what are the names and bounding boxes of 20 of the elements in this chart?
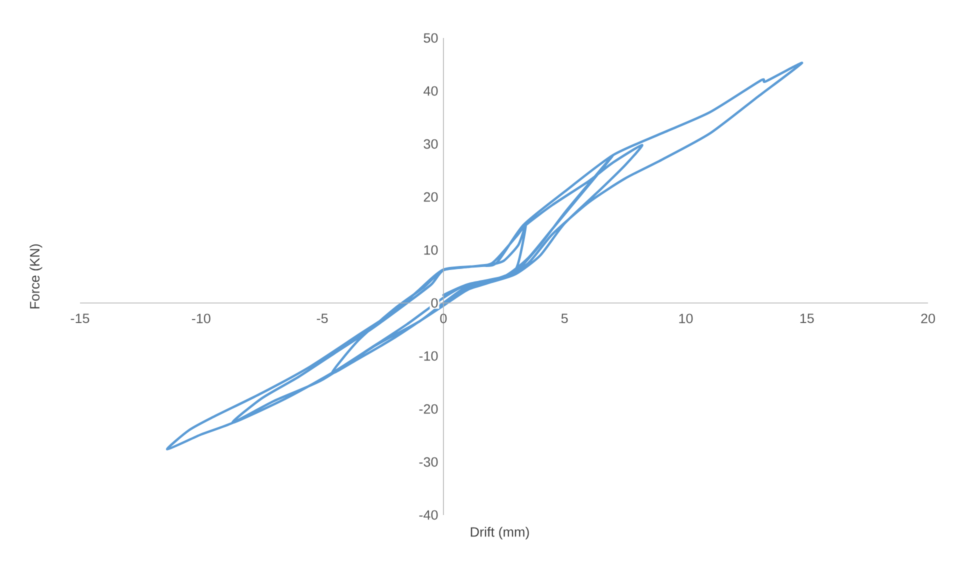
y-tick-label: -10 bbox=[419, 351, 438, 361]
y-tick-label: 0 bbox=[431, 298, 438, 308]
y-tick-label: 10 bbox=[424, 245, 438, 255]
x-tick-label: 0 bbox=[440, 314, 447, 324]
x-tick-label: -10 bbox=[192, 314, 210, 324]
x-tick-label: 5 bbox=[561, 314, 568, 324]
y-tick-label: 30 bbox=[424, 139, 438, 149]
y-tick-label: 20 bbox=[424, 192, 438, 202]
y-axis-title: Force (KN) bbox=[30, 244, 42, 308]
x-tick-label: 15 bbox=[800, 314, 814, 324]
y-tick-label: -20 bbox=[419, 404, 438, 414]
x-tick-label: 20 bbox=[921, 314, 935, 324]
x-tick-label: -15 bbox=[70, 314, 90, 324]
y-tick-label: -40 bbox=[419, 510, 438, 520]
y-tick-label: 50 bbox=[424, 33, 438, 43]
y-tick-label: -30 bbox=[419, 457, 438, 467]
x-tick-label: 10 bbox=[679, 314, 693, 324]
x-axis-title: Drift (mm) bbox=[470, 526, 529, 540]
x-tick-label: -5 bbox=[316, 314, 328, 324]
y-tick-label: 40 bbox=[424, 86, 438, 96]
